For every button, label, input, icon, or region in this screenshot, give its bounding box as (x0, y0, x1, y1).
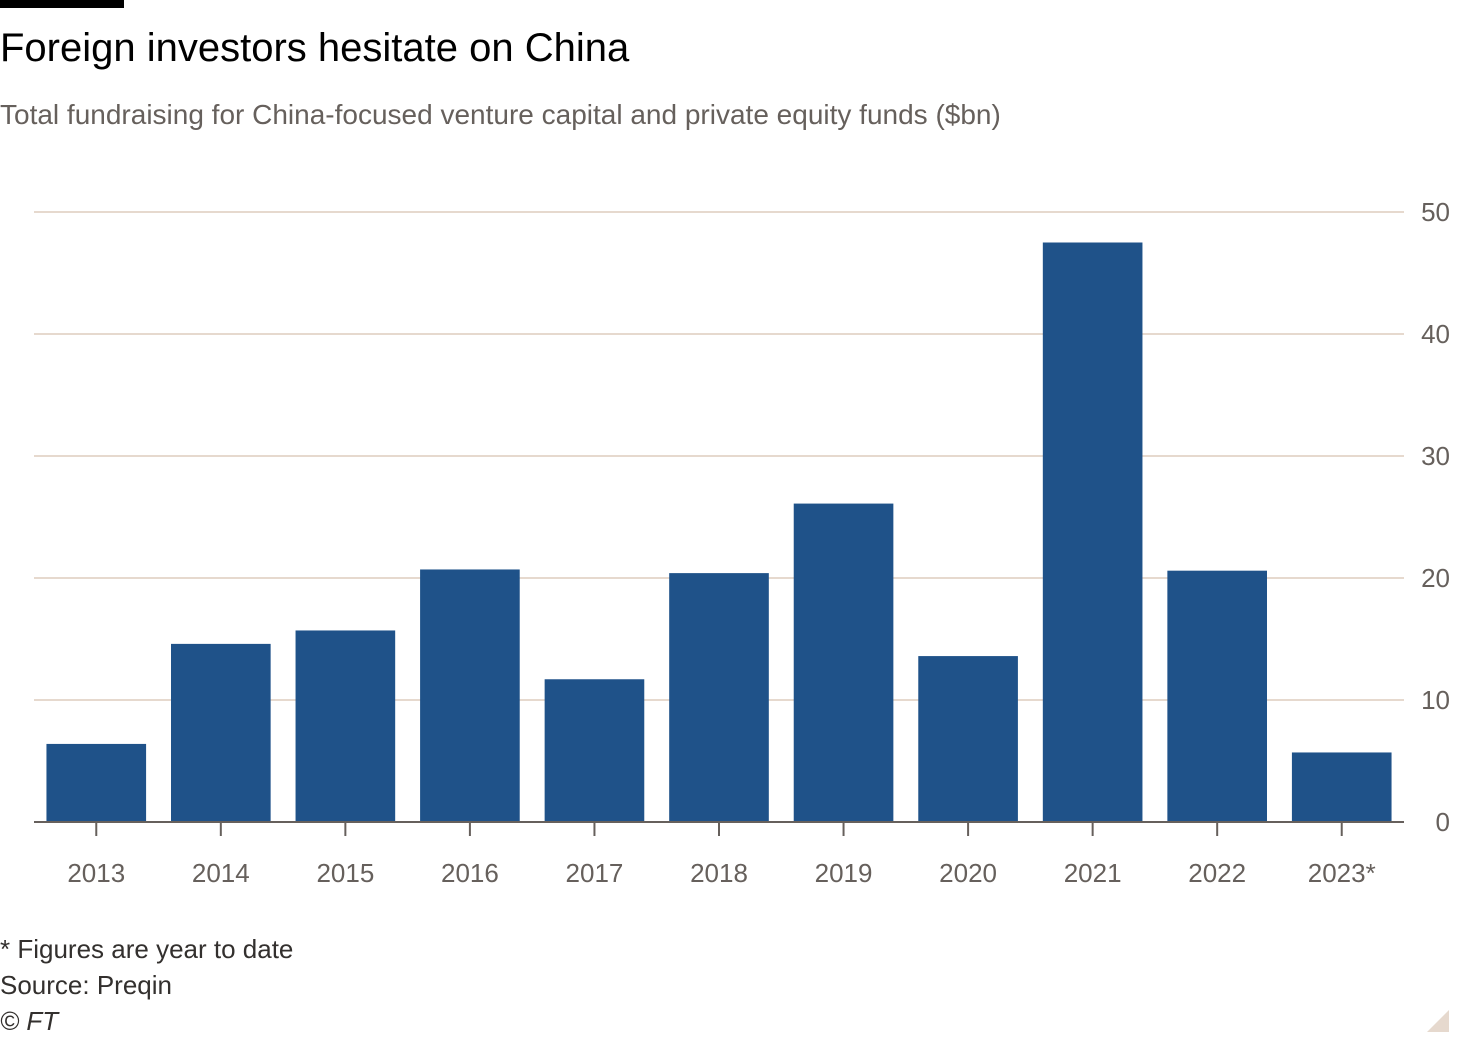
x-tick-label: 2022 (1188, 858, 1246, 888)
y-tick-label: 10 (1421, 685, 1450, 715)
x-tick-label: 2013 (67, 858, 125, 888)
x-axis: 2013 2014 2015 2016 2017 2018 2019 2020 2021 2022… (34, 821, 1404, 888)
x-tick-label: 2021 (1064, 858, 1122, 888)
bar-chart: 0 10 20 30 40 50 2013 2014 2015 2016 2017 2018 2019… (34, 197, 1450, 888)
bar-2017 (544, 679, 645, 822)
chart-title: Foreign investors hesitate on China (0, 26, 630, 70)
x-tick-label: 2020 (939, 858, 997, 888)
y-tick-label: 0 (1436, 807, 1450, 837)
footnote: * Figures are year to date (0, 934, 294, 964)
x-tick-label: 2023* (1308, 858, 1376, 888)
y-tick-label: 50 (1421, 197, 1450, 227)
x-tick-label: 2019 (815, 858, 873, 888)
x-tick-label: 2015 (316, 858, 374, 888)
y-tick-label: 20 (1421, 563, 1450, 593)
bar-2014 (171, 643, 271, 822)
y-tick-label: 30 (1421, 441, 1450, 471)
bar-2013 (46, 743, 147, 822)
bar-2020 (918, 656, 1018, 822)
y-tick-label: 40 (1421, 319, 1450, 349)
chart-subtitle: Total fundraising for China-focused vent… (0, 99, 1001, 130)
top-accent-rule (0, 0, 124, 8)
bar-2015 (295, 630, 396, 822)
corner-mark (1427, 1010, 1449, 1032)
bar-2023 (1291, 752, 1392, 822)
copyright-credit: © FT (0, 1006, 59, 1036)
bar-2016 (420, 569, 520, 822)
x-tick-label: 2017 (566, 858, 624, 888)
y-axis-ticks: 0 10 20 30 40 50 (1421, 197, 1450, 837)
x-tick-label: 2014 (192, 858, 250, 888)
x-tick-label: 2018 (690, 858, 748, 888)
bar-2019 (793, 503, 894, 822)
bar-2022 (1167, 570, 1267, 822)
x-tick-label: 2016 (441, 858, 499, 888)
source-note: Source: Preqin (0, 970, 172, 1000)
bar-2021 (1042, 242, 1143, 822)
bars (46, 242, 1392, 822)
bar-2018 (669, 573, 769, 822)
